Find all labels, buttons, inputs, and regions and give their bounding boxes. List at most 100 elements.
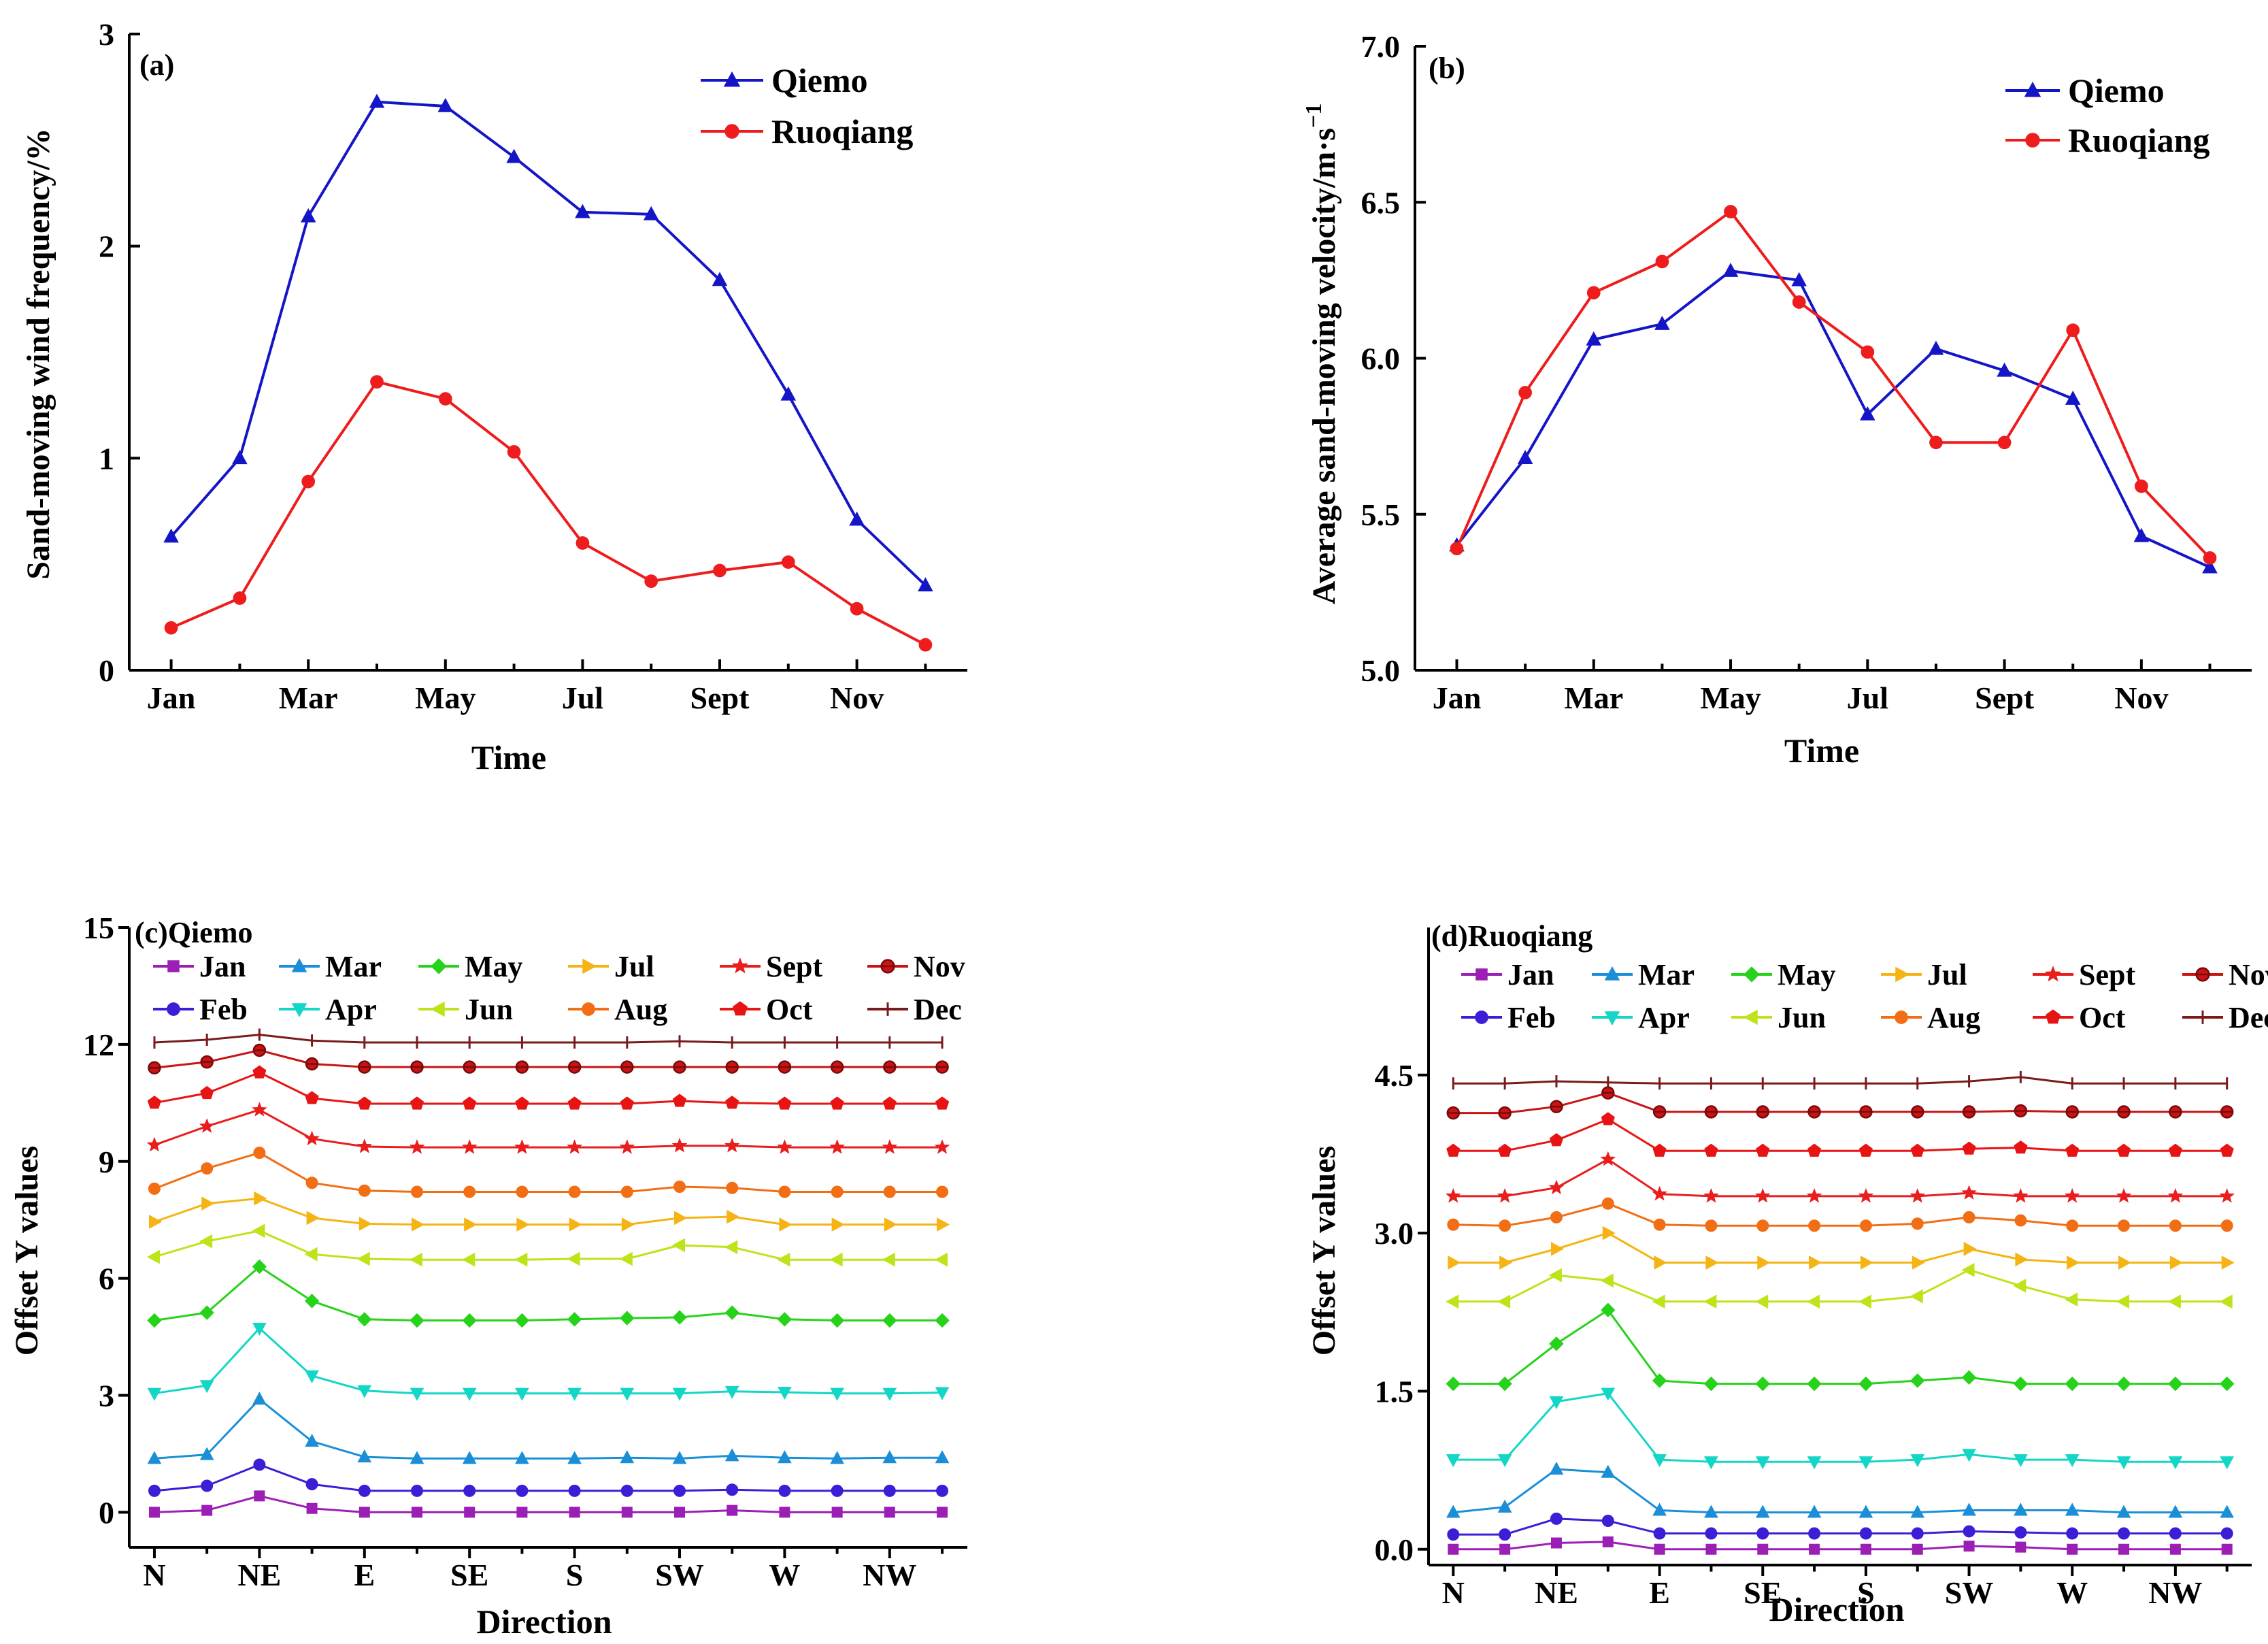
data-point-may (1807, 1376, 1822, 1392)
data-point-jun (671, 1238, 686, 1253)
data-point-may (2065, 1376, 2080, 1392)
data-point-feb (1859, 1527, 1872, 1540)
data-point-jul (2015, 1252, 2029, 1267)
x-tick-label: Nov (830, 680, 884, 715)
data-point-oct (2220, 1143, 2234, 1157)
series-line-aug (154, 1151, 942, 1193)
data-point-qiemo (849, 511, 865, 526)
series-ruoqiang (1450, 205, 2217, 565)
data-point-jun (619, 1251, 633, 1266)
x-tick-label: SW (655, 1558, 704, 1592)
legend-marker (431, 958, 447, 974)
series-mar (147, 1392, 950, 1464)
series-ruoqiang (164, 375, 933, 652)
data-point-jun (1497, 1294, 1511, 1309)
data-point-mar (1755, 1505, 1770, 1518)
data-point-qiemo (232, 450, 248, 465)
data-point-mar (357, 1449, 372, 1463)
data-point-aug (2118, 1219, 2131, 1232)
data-point-oct (1652, 1143, 1667, 1157)
data-point-sept (724, 1138, 740, 1153)
data-point-nov (567, 1060, 582, 1074)
x-axis-title: Time (1784, 731, 1859, 770)
data-point-feb (1756, 1527, 1769, 1540)
data-point-mar (2116, 1505, 2131, 1518)
data-point-jun (2116, 1294, 2130, 1309)
series-dec (1452, 1070, 2229, 1090)
data-point-qiemo (575, 203, 590, 218)
series-aug (148, 1147, 949, 1198)
y-axis-title-superscript: −1 (1301, 103, 1327, 128)
data-point-feb (1911, 1527, 1924, 1540)
data-point-feb (620, 1484, 633, 1497)
y-tick-label: 7.0 (1361, 29, 1401, 64)
series-oct (1446, 1112, 2234, 1157)
legend-marker (291, 1003, 307, 1018)
y-tick-label: 5.0 (1361, 653, 1401, 688)
data-point-nov (1446, 1106, 1461, 1120)
data-point-nov (1601, 1086, 1615, 1100)
legend-label: Aug (1927, 1001, 1980, 1034)
legend-label: Feb (199, 993, 248, 1026)
x-tick-label: May (415, 680, 476, 715)
data-point-nov (1910, 1105, 1924, 1119)
data-point-aug (673, 1181, 686, 1194)
data-point-sept (2013, 1188, 2029, 1203)
data-point-mar (882, 1450, 897, 1464)
data-point-aug (1447, 1218, 1460, 1231)
data-point-may (2168, 1376, 2183, 1392)
x-tick-label: N (143, 1558, 165, 1592)
data-point-jan (306, 1502, 318, 1514)
data-point-ruoqiang (1450, 542, 1464, 556)
data-point-feb (1963, 1525, 1975, 1538)
data-point-feb (778, 1484, 791, 1497)
data-point-mar (1704, 1505, 1718, 1518)
data-point-sept (1497, 1188, 1513, 1203)
series-line-nov (154, 1049, 942, 1069)
legend-label: May (465, 950, 523, 983)
data-point-jul (201, 1196, 215, 1211)
data-point-aug (1653, 1218, 1666, 1231)
legend-item-apr: Apr (279, 993, 377, 1026)
data-point-aug (358, 1184, 371, 1197)
data-point-may (514, 1313, 530, 1328)
data-point-nov (200, 1055, 214, 1069)
data-point-ruoqiang (781, 555, 795, 569)
data-point-feb (463, 1484, 476, 1497)
data-point-apr (1858, 1456, 1873, 1470)
series-nov (1446, 1086, 2234, 1120)
y-tick-label: 0 (99, 653, 114, 688)
data-point-ruoqiang (850, 602, 864, 616)
data-point-sept (777, 1139, 793, 1154)
data-point-mar (305, 1434, 319, 1447)
legend: Jan Mar May Jul Sept Nov Feb Apr Jun Aug Oct Dec (153, 950, 965, 1026)
legend-item-may: May (1731, 958, 1836, 991)
data-point-feb (1601, 1514, 1614, 1527)
series-dec (153, 1028, 944, 1049)
data-point-sept (1910, 1188, 1926, 1203)
legend-item-dec: Dec (2182, 1001, 2268, 1034)
data-point-mar (462, 1451, 477, 1464)
data-point-jan (1654, 1543, 1665, 1555)
data-point-may (724, 1305, 739, 1320)
data-point-apr (147, 1387, 162, 1401)
data-point-may (829, 1313, 845, 1328)
data-point-sept (619, 1139, 635, 1154)
panel-label: (b) (1429, 52, 1465, 85)
legend-label: Ruoqiang (771, 112, 913, 150)
data-point-nov (1962, 1105, 1976, 1119)
series-jan (148, 1490, 948, 1518)
data-point-jan (1448, 1543, 1459, 1555)
data-point-aug (2014, 1214, 2027, 1227)
data-point-sept (461, 1139, 478, 1154)
legend-marker (731, 957, 749, 974)
data-point-may (672, 1310, 687, 1325)
data-point-ruoqiang (1997, 435, 2012, 450)
data-point-nov (2065, 1105, 2079, 1119)
data-point-qiemo (1654, 316, 1670, 330)
series-line-jul (154, 1197, 942, 1226)
data-point-jun (146, 1249, 160, 1264)
legend-label: Sept (2079, 958, 2135, 991)
series-line-oct (1453, 1118, 2227, 1152)
